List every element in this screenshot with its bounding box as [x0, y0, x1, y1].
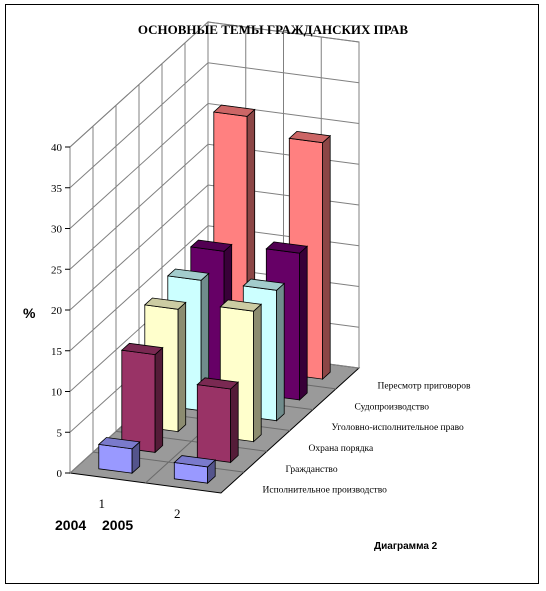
chart-title: ОСНОВНЫЕ ТЕМЫ ГРАЖДАНСКИХ ПРАВ — [137, 22, 409, 37]
y-tick-label: 15 — [51, 346, 63, 358]
bar — [196, 377, 240, 464]
y-tick-label: 20 — [51, 305, 63, 317]
y-tick-label: 0 — [57, 468, 63, 480]
bar-top — [265, 241, 309, 254]
bar-top — [173, 455, 217, 468]
year-label-2004: 2004 — [55, 517, 87, 533]
y-tick-label: 40 — [51, 142, 63, 154]
bar-top — [97, 437, 141, 450]
y-tick-label: 25 — [51, 264, 63, 276]
bar — [120, 342, 164, 454]
bar-side — [253, 303, 262, 443]
bar-top — [189, 239, 233, 252]
y-tick-label: 30 — [51, 224, 63, 236]
bar-top — [242, 278, 286, 291]
y-axis-ticks: 0 5 10 15 20 25 30 35 40 — [51, 142, 70, 480]
series-label: Исполнительное производство — [263, 486, 388, 496]
bar-top — [219, 299, 263, 312]
chart-caption: Диаграмма 2 — [374, 541, 438, 552]
year-label-2005: 2005 — [102, 517, 134, 533]
bar-side — [299, 245, 308, 401]
bar-front — [196, 384, 232, 463]
y-tick-label: 5 — [57, 427, 63, 439]
y-tick-label: 35 — [51, 183, 63, 195]
bar-top — [288, 130, 332, 144]
series-label: Судопроизводство — [355, 402, 430, 412]
series-label: Охрана порядка — [309, 444, 375, 454]
bar-side — [322, 134, 331, 381]
y-tick-label: 10 — [51, 387, 63, 399]
bar-top — [143, 297, 187, 310]
x-axis-labels: 12 — [99, 496, 181, 521]
bar-top — [196, 377, 240, 390]
bar-side — [230, 381, 239, 464]
bar — [173, 455, 217, 485]
x-tick-label: 2 — [174, 506, 181, 521]
bar-side — [177, 301, 187, 433]
bar — [97, 437, 141, 475]
series-axis-labels: Исполнительное производство Гражданство Ох… — [263, 381, 472, 495]
bar-top — [212, 104, 256, 117]
chart-bars — [97, 104, 332, 485]
series-label: Пересмотр приговоров — [378, 381, 472, 391]
y-axis-label: % — [23, 305, 36, 321]
series-label: Уголовно-исполнительное право — [332, 423, 465, 433]
bar-top — [166, 268, 210, 281]
bar-top — [120, 342, 164, 356]
x-tick-label: 1 — [99, 496, 106, 511]
bar-side — [276, 282, 285, 422]
bar-front — [98, 443, 133, 474]
series-label: Гражданство — [286, 465, 338, 475]
bar-front — [121, 349, 156, 453]
bar-side — [154, 346, 164, 454]
